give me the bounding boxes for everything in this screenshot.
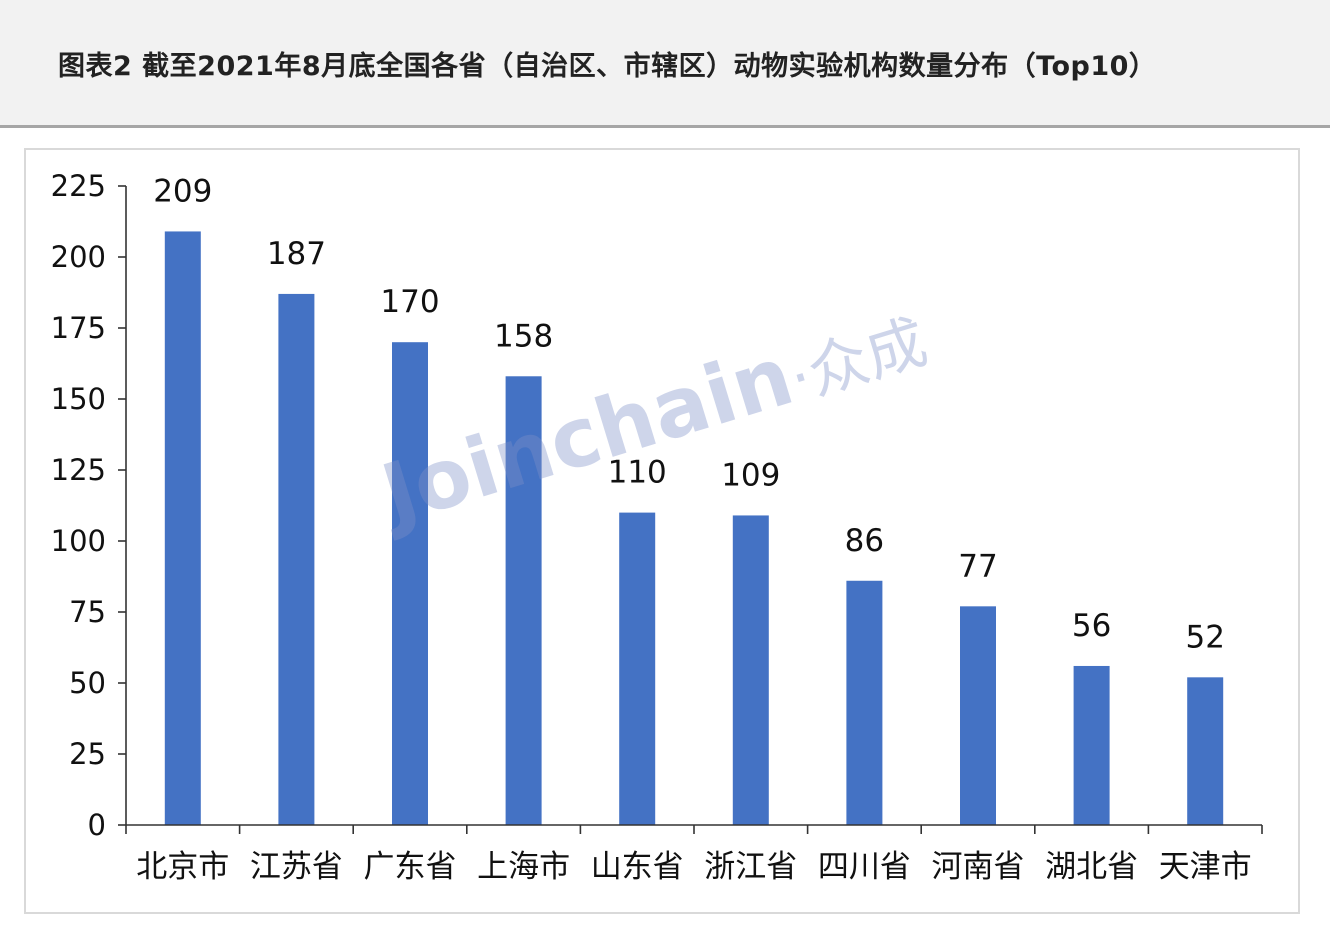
x-axis: 北京市 江苏省 广东省 上海市 山东省 浙江省 四川省 河南省 湖北省 天津市 (125, 824, 1263, 885)
y-tick-label: 75 (69, 595, 106, 629)
figure-header: 图表2 截至2021年8月底全国各省（自治区、市辖区）动物实验机构数量分布（To… (0, 0, 1330, 128)
x-category-label: 河南省 (932, 849, 1025, 885)
bar-4 (505, 376, 542, 825)
x-category-label: 上海市 (477, 849, 570, 885)
data-label: 77 (958, 548, 997, 584)
y-tick-label: 150 (51, 382, 106, 416)
x-category-label: 湖北省 (1045, 849, 1138, 885)
bar-10 (1187, 677, 1224, 825)
bar-8 (960, 606, 996, 825)
data-label: 158 (494, 318, 553, 354)
x-category-label: 广东省 (364, 849, 457, 885)
y-axis: 0 25 50 75 100 125 150 175 200 225 (51, 169, 127, 842)
bar-1 (164, 231, 201, 825)
y-tick-label: 100 (51, 524, 106, 558)
x-category-label: 江苏省 (250, 849, 343, 885)
figure-title: 图表2 截至2021年8月底全国各省（自治区、市辖区）动物实验机构数量分布（To… (58, 51, 1157, 82)
data-label: 170 (380, 284, 439, 320)
y-tick-label: 125 (51, 453, 106, 487)
bar-6 (732, 515, 769, 825)
y-tick-label: 225 (51, 169, 106, 203)
bar-9 (1073, 665, 1110, 825)
bars-group (164, 231, 1224, 825)
data-label: 56 (1072, 608, 1111, 644)
data-label: 187 (267, 236, 326, 272)
bar-7 (846, 580, 883, 825)
data-label: 52 (1185, 619, 1224, 655)
data-label: 109 (721, 457, 780, 493)
y-tick-label: 0 (88, 808, 106, 842)
bar-3 (392, 342, 428, 825)
data-label: 110 (608, 455, 667, 491)
x-category-label: 浙江省 (704, 849, 797, 885)
data-label: 86 (845, 523, 884, 559)
x-category-label: 山东省 (591, 849, 684, 885)
x-category-label: 北京市 (136, 849, 229, 885)
y-tick-label: 200 (51, 240, 106, 274)
y-tick-label: 175 (51, 311, 106, 345)
x-category-label: 天津市 (1159, 849, 1252, 885)
y-tick-label: 50 (69, 666, 106, 700)
y-tick-label: 25 (69, 737, 106, 771)
data-labels-group: 209 187 170 158 110 109 86 77 56 52 (153, 173, 1225, 655)
data-label: 209 (153, 173, 212, 209)
x-category-label: 四川省 (818, 849, 911, 885)
bar-5 (619, 512, 656, 825)
bar-2 (278, 293, 315, 825)
